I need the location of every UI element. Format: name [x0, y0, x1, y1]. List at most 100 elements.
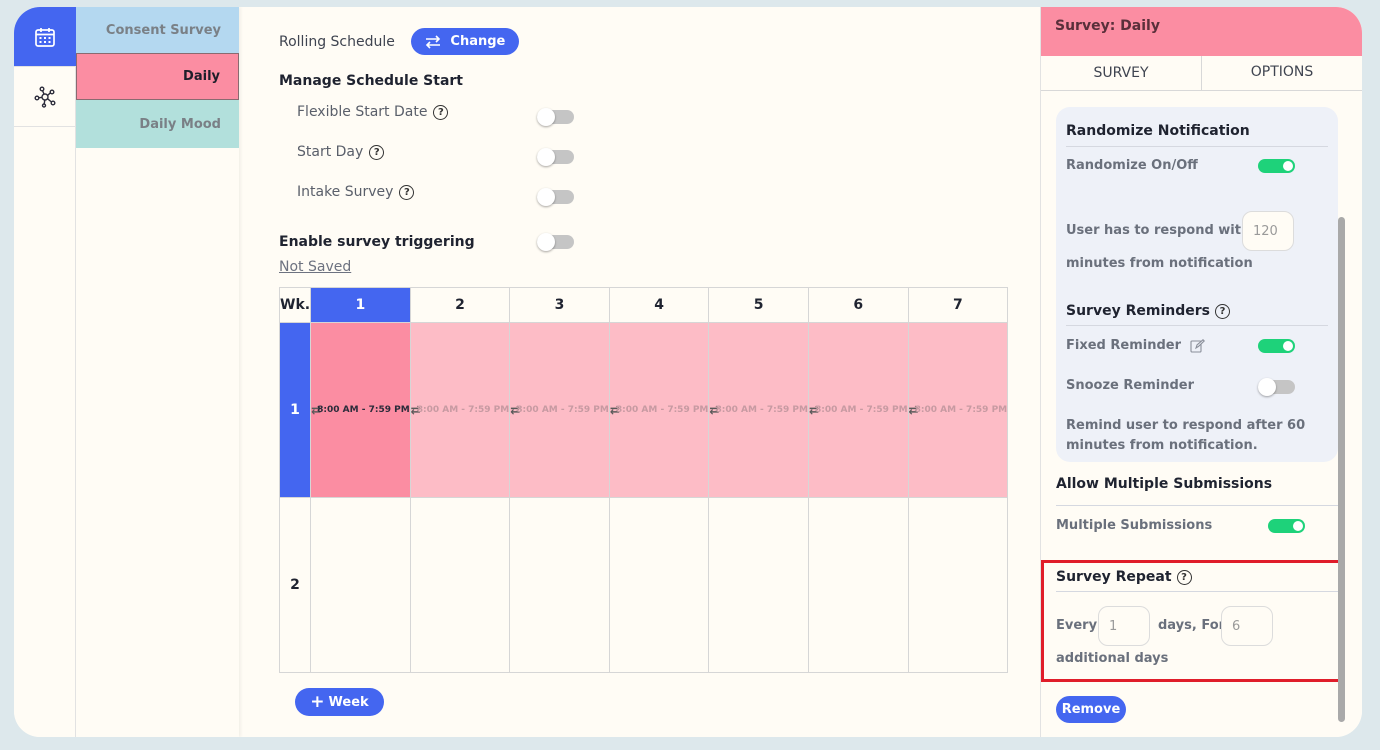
- week-number[interactable]: 2: [278, 497, 312, 673]
- swap-arrows-icon: [426, 34, 441, 49]
- repeat-icon: ⇄: [709, 403, 720, 417]
- change-schedule-button[interactable]: Change: [410, 28, 519, 55]
- schedule-slot[interactable]: ⇄ 8:00 AM - 7:59 PM: [310, 322, 411, 498]
- rolling-schedule-label: Rolling Schedule: [279, 33, 395, 50]
- flexible-start-toggle[interactable]: [537, 108, 574, 126]
- survey-list: Consent Survey Daily Daily Mood: [76, 7, 239, 737]
- schedule-slot[interactable]: ⇄ 8:00 AM - 7:59 PM: [409, 322, 511, 498]
- slot-time: 8:00 AM - 7:59 PM: [715, 405, 808, 415]
- repeat-icon: ⇄: [311, 403, 322, 417]
- snooze-reminder-label: Snooze Reminder: [1066, 378, 1195, 393]
- slot-time: 8:00 AM - 7:59 PM: [914, 405, 1008, 415]
- schedule-slot[interactable]: ⇄ 8:00 AM - 7:59 PM: [907, 322, 1009, 498]
- empty-slot[interactable]: [310, 497, 411, 673]
- flexible-start-label: Flexible Start Date: [297, 104, 428, 120]
- plus-icon: +: [310, 691, 325, 712]
- panel-tabs: SURVEY OPTIONS: [1041, 56, 1362, 91]
- randomize-toggle[interactable]: [1258, 159, 1295, 173]
- schedule-slot[interactable]: ⇄ 8:00 AM - 7:59 PM: [708, 322, 809, 498]
- day-header[interactable]: 7: [907, 287, 1009, 323]
- help-icon[interactable]: ?: [433, 104, 449, 120]
- repeat-icon: ⇄: [808, 403, 820, 417]
- week-number[interactable]: 1: [278, 322, 312, 498]
- schedule-slot[interactable]: ⇄ 8:00 AM - 7:59 PM: [608, 322, 710, 498]
- fixed-reminder-label: Fixed Reminder: [1066, 338, 1181, 353]
- start-day-option: Start Day ?: [297, 144, 385, 160]
- slot-time: 8:00 AM - 7:59 PM: [416, 405, 510, 415]
- day-header[interactable]: 1: [310, 287, 411, 323]
- snooze-reminder-toggle[interactable]: [1258, 378, 1295, 396]
- edit-icon[interactable]: [1189, 338, 1205, 353]
- empty-slot[interactable]: [509, 497, 610, 673]
- respond-within-text: User has to respond within: [1066, 223, 1264, 238]
- rail-schedule-button[interactable]: [14, 7, 76, 67]
- start-day-toggle[interactable]: [537, 148, 574, 166]
- schedule-slot[interactable]: ⇄ 8:00 AM - 7:59 PM: [509, 322, 610, 498]
- add-week-label: Week: [328, 694, 369, 710]
- survey-item-daily-mood[interactable]: Daily Mood: [76, 100, 239, 148]
- survey-repeat-title: Survey Repeat ?: [1056, 569, 1192, 585]
- panel-scrollbar[interactable]: [1338, 217, 1345, 722]
- fixed-reminder-option: Fixed Reminder: [1066, 338, 1205, 353]
- schedule-slot[interactable]: ⇄ 8:00 AM - 7:59 PM: [807, 322, 909, 498]
- survey-options-panel: Survey: Daily SURVEY OPTIONS Randomize N…: [1040, 7, 1362, 737]
- multiple-submissions-label: Multiple Submissions: [1056, 518, 1213, 533]
- schedule-editor: Rolling Schedule Change Manage Schedule …: [240, 7, 1040, 737]
- empty-slot[interactable]: [807, 497, 909, 673]
- help-icon[interactable]: ?: [1176, 569, 1192, 585]
- help-icon[interactable]: ?: [399, 184, 415, 200]
- not-saved-link[interactable]: Not Saved: [279, 259, 352, 275]
- remind-text: Remind user to respond after 60 minutes …: [1066, 418, 1306, 453]
- repeat-every-input[interactable]: 1: [1098, 606, 1150, 646]
- every-label: Every: [1056, 618, 1098, 633]
- calendar-icon: [35, 27, 55, 47]
- randomize-title: Randomize Notification: [1066, 123, 1250, 139]
- empty-slot[interactable]: [608, 497, 710, 673]
- additional-days-input[interactable]: 6: [1221, 606, 1273, 646]
- app-window: Consent Survey Daily Daily Mood Rolling …: [14, 7, 1362, 737]
- slot-time: 8:00 AM - 7:59 PM: [815, 405, 908, 415]
- empty-slot[interactable]: [708, 497, 809, 673]
- enable-triggering-toggle[interactable]: [537, 233, 574, 251]
- help-icon[interactable]: ?: [369, 144, 385, 160]
- rolling-schedule-row: Rolling Schedule Change: [279, 28, 519, 55]
- day-header[interactable]: 4: [608, 287, 710, 323]
- respond-minutes-input[interactable]: 120: [1242, 211, 1294, 251]
- notification-card: Randomize Notification Randomize On/Off …: [1056, 107, 1338, 462]
- empty-slot[interactable]: [907, 497, 1009, 673]
- icon-rail: [14, 7, 76, 737]
- day-header[interactable]: 5: [708, 287, 809, 323]
- multiple-submissions-toggle[interactable]: [1268, 519, 1305, 533]
- empty-slot[interactable]: [409, 497, 511, 673]
- help-icon[interactable]: ?: [1214, 303, 1230, 319]
- divider: [1066, 325, 1328, 326]
- survey-item-daily[interactable]: Daily: [76, 53, 239, 100]
- panel-title: Survey: Daily: [1041, 7, 1362, 56]
- week-row: 2: [278, 497, 1009, 673]
- remove-button[interactable]: Remove: [1056, 696, 1126, 723]
- manage-schedule-title: Manage Schedule Start: [279, 73, 464, 89]
- survey-item-consent[interactable]: Consent Survey: [76, 7, 239, 53]
- week-row: 1 ⇄ 8:00 AM - 7:59 PM ⇄ 8:00 AM - 7:59 PM …: [278, 322, 1009, 498]
- day-header[interactable]: 6: [807, 287, 909, 323]
- tab-options[interactable]: OPTIONS: [1202, 56, 1362, 90]
- rail-flow-button[interactable]: [14, 67, 76, 127]
- reminders-title: Survey Reminders ?: [1066, 303, 1230, 319]
- schedule-grid: Wk. 1 2 3 4 5 6 7 1 ⇄ 8:00 AM - 7:59 PM ⇄…: [278, 287, 1009, 673]
- tab-survey[interactable]: SURVEY: [1041, 56, 1202, 90]
- divider: [1066, 146, 1328, 147]
- minutes-from-notification-text: minutes from notification: [1066, 256, 1253, 271]
- day-header[interactable]: 3: [509, 287, 610, 323]
- flexible-start-option: Flexible Start Date ?: [297, 104, 449, 120]
- add-week-button[interactable]: + Week: [295, 688, 384, 716]
- network-nodes-icon: [34, 86, 56, 108]
- intake-survey-toggle[interactable]: [537, 188, 574, 206]
- start-day-label: Start Day: [297, 144, 364, 160]
- change-button-label: Change: [450, 34, 506, 49]
- divider: [1056, 591, 1338, 592]
- fixed-reminder-toggle[interactable]: [1258, 339, 1295, 353]
- slot-time: 8:00 AM - 7:59 PM: [317, 405, 410, 415]
- days-for-label: days, For: [1158, 618, 1226, 633]
- repeat-icon: ⇄: [908, 403, 919, 417]
- day-header[interactable]: 2: [409, 287, 511, 323]
